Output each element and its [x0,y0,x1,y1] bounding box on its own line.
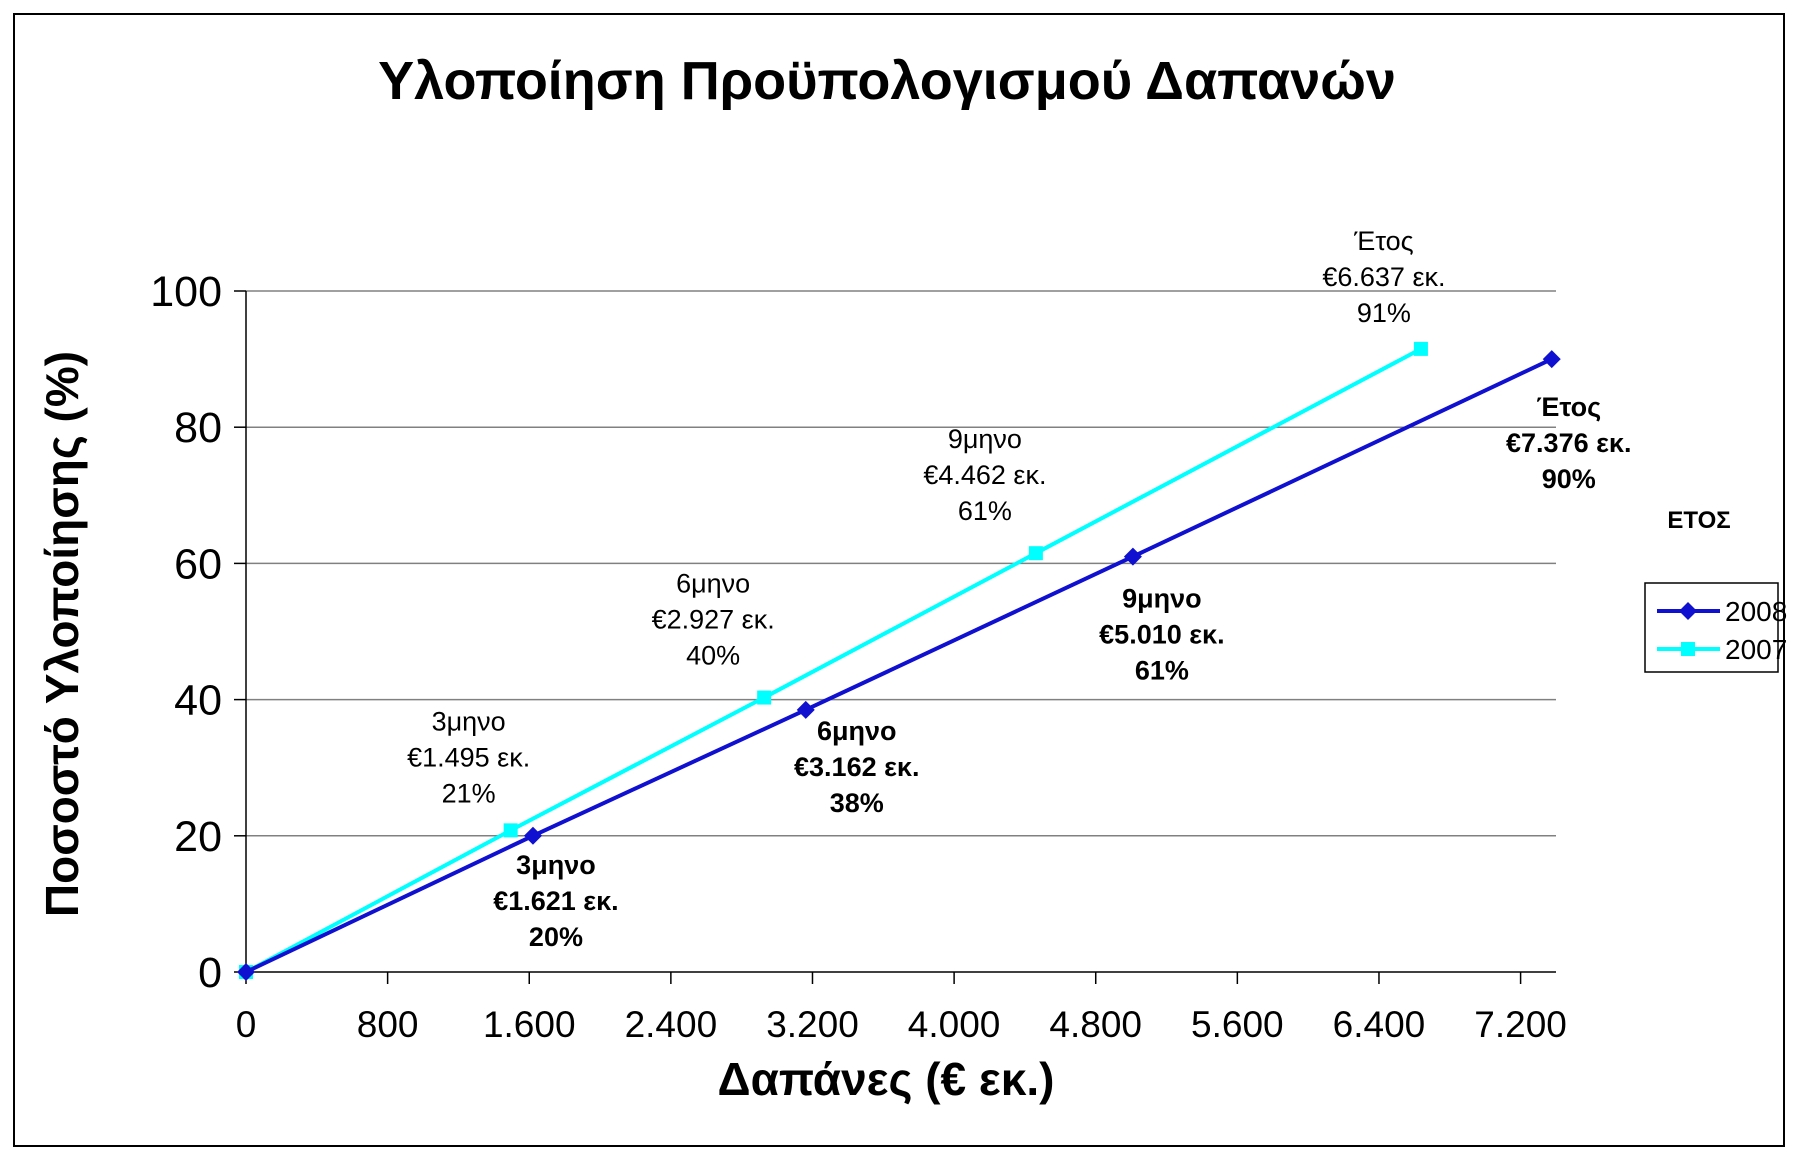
series-2008 [237,350,1561,981]
data-point-2007 [503,823,518,838]
data-point-2008 [523,826,542,845]
data-label-2007: €1.495 εκ. [407,742,530,772]
data-label-2008: €1.621 εκ. [493,886,618,916]
legend-swatch-marker [1681,642,1695,656]
data-label-2007: 3μηνο [432,706,506,736]
data-point-2008 [796,700,815,719]
x-tick-label: 4.800 [1049,1004,1142,1045]
data-label-2008: €7.376 εκ. [1506,428,1631,458]
data-label-2008: 6μηνο [817,716,897,746]
x-tick-label: 0 [236,1004,257,1045]
data-label-2007: €6.637 εκ. [1322,262,1445,292]
data-label-2008: 20% [529,922,583,952]
y-tick-label: 60 [174,540,222,588]
legend-box [1644,582,1779,673]
y-tick-label: 100 [150,268,222,316]
x-tick-labels: 0 800 1.600 2.400 3.200 4.000 4.800 5.600 6.400 7… [236,1004,1567,1045]
data-label-2008: 9μηνο [1122,584,1202,614]
data-label-2008: Έτος [1536,392,1601,422]
chart-title: Υλοποίηση Προϋπολογισμού Δαπανών [378,51,1396,111]
x-tick-label: 800 [357,1004,419,1045]
data-label-2007: €4.462 εκ. [923,460,1046,490]
data-labels: 3μηνο €1.621 εκ. 20% 6μηνο €3.162 εκ. 38% 9μην… [407,226,1631,952]
x-tick-label: 2.400 [625,1004,718,1045]
data-label-2007: 61% [958,496,1012,526]
y-tick-labels: 0 20 40 60 80 100 [150,268,222,997]
x-tick-label: 5.600 [1191,1004,1284,1045]
gridlines [246,290,1556,837]
data-label-2007: 91% [1357,298,1411,328]
legend-label: 2008 [1725,596,1787,627]
data-point-2008 [1123,547,1142,566]
y-axis-title: Ποσοστό Υλοποίησης (%) [36,351,88,917]
legend-label: 2007 [1725,634,1787,665]
legend: ΕΤΟΣ 2008 2007 [1644,507,1787,673]
legend-swatch-marker [1679,602,1697,620]
series-line-2007 [245,347,1422,974]
x-tick-label: 6.400 [1333,1004,1426,1045]
data-point-2008 [237,963,255,981]
data-label-2008: 90% [1542,464,1596,494]
data-label-2007: Έτος [1353,226,1413,256]
y-tick-label: 40 [174,677,222,725]
series-2007 [239,341,1428,979]
x-tick-label: 1.600 [483,1004,576,1045]
axes [234,290,1556,984]
data-label-2008: 38% [830,788,884,818]
x-tick-label: 7.200 [1474,1004,1567,1045]
data-label-2008: €5.010 εκ. [1099,620,1224,650]
x-axis-title: Δαπάνες (€ εκ.) [718,1053,1055,1105]
data-point-2007 [1028,546,1043,561]
y-tick-label: 80 [174,404,222,452]
x-tick-label: 3.200 [766,1004,859,1045]
legend-items: 2008 2007 [1657,596,1787,665]
data-point-2008 [1542,350,1561,369]
legend-title: ΕΤΟΣ [1667,507,1730,534]
data-label-2007: 40% [686,641,740,671]
data-label-2007: 6μηνο [676,569,750,599]
data-point-2007 [757,690,772,705]
data-label-2007: 9μηνο [948,424,1022,454]
data-label-2007: 21% [442,778,496,808]
y-tick-label: 0 [198,949,222,997]
data-label-2007: €2.927 εκ. [652,605,775,635]
x-tick-label: 4.000 [908,1004,1001,1045]
legend-item-2007: 2007 [1657,634,1787,665]
data-point-2007 [1413,341,1428,356]
data-label-2008: 3μηνο [516,850,596,880]
legend-item-2008: 2008 [1657,596,1787,627]
line-chart: Υλοποίηση Προϋπολογισμού Δαπανών 0 20 40 60… [36,51,1787,1105]
series-layer [237,341,1561,981]
chart-frame: Υλοποίηση Προϋπολογισμού Δαπανών 0 20 40 60… [13,13,1787,1147]
data-label-2008: 61% [1135,656,1189,686]
series-line-2008 [245,357,1553,974]
data-label-2008: €3.162 εκ. [794,752,919,782]
y-tick-label: 20 [174,813,222,861]
